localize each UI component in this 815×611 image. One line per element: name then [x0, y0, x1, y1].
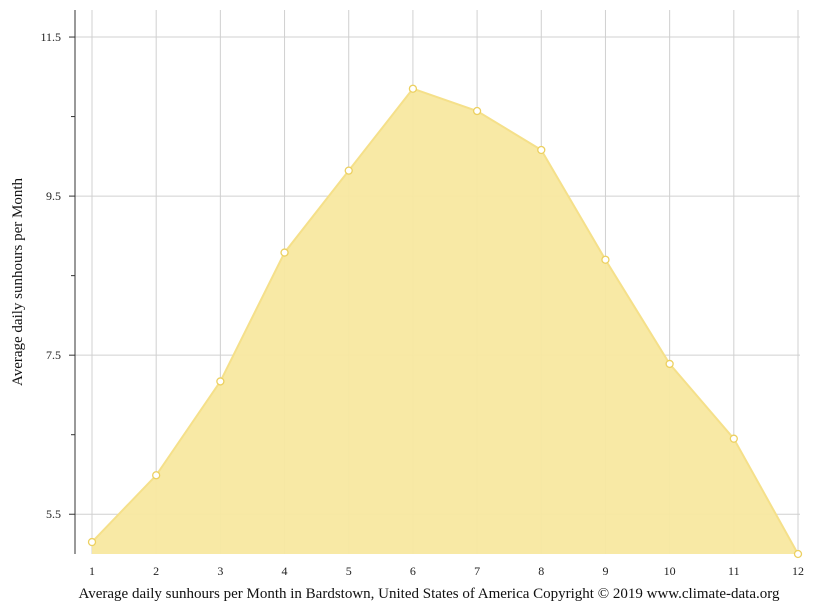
tick-labels: 5.57.59.511.51 2 3 4 5 6 7 8 9 10 11 12: [40, 30, 804, 578]
x-tick-label: 7: [474, 564, 480, 578]
data-point: [601, 255, 610, 264]
series-line: [91, 87, 799, 555]
x-tick-label: 9: [602, 564, 608, 578]
x-tick-label: 5: [346, 564, 352, 578]
data-point: [216, 377, 225, 386]
y-tick-label: 11.5: [40, 30, 61, 44]
data-points: [87, 84, 803, 559]
data-point: [793, 549, 803, 559]
x-tick-label: 3: [217, 564, 223, 578]
x-tick-label: 10: [664, 564, 676, 578]
data-point: [408, 84, 418, 93]
axes: [69, 10, 76, 554]
x-tick-label: 4: [282, 564, 288, 578]
y-axis-title: Average daily sunhours per Month: [10, 178, 26, 387]
data-point: [472, 106, 482, 116]
area-layer: [91, 87, 799, 555]
data-point: [280, 248, 289, 257]
chart-caption: Average daily sunhours per Month in Bard…: [79, 586, 780, 602]
x-tick-label: 12: [792, 564, 804, 578]
y-tick-label: 9.5: [46, 189, 61, 203]
x-tick-label: 2: [153, 564, 159, 578]
data-point: [152, 471, 161, 480]
x-tick-label: 8: [538, 564, 544, 578]
x-tick-label: 11: [728, 564, 740, 578]
y-tick-label: 7.5: [46, 348, 61, 362]
x-tick-label: 1: [89, 564, 95, 578]
data-point: [729, 434, 738, 443]
data-point: [87, 537, 97, 547]
area-fill: [92, 88, 798, 554]
data-point: [344, 166, 353, 175]
data-point: [665, 359, 674, 369]
y-tick-label: 5.5: [46, 507, 61, 521]
data-point: [537, 145, 546, 155]
x-tick-label: 6: [410, 564, 416, 578]
